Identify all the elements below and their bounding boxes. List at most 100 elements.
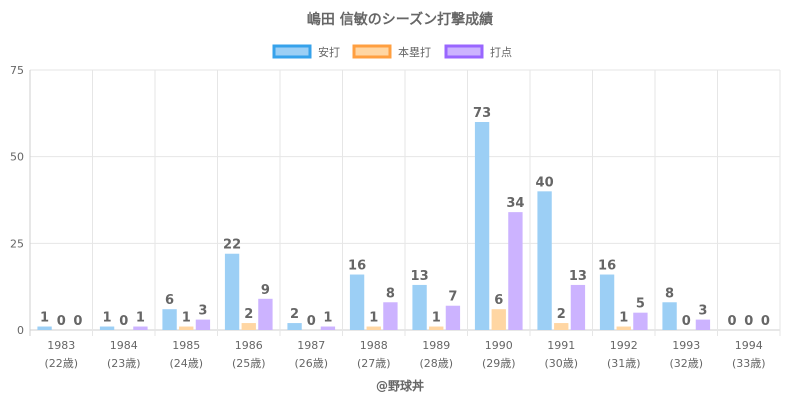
data-label-s2-c11: 0 [761,314,770,329]
legend-swatch-2[interactable] [444,44,484,59]
grid [29,69,781,336]
data-label-s2-c7: 34 [506,196,524,211]
data-label-s0-c4: 2 [290,307,299,322]
data-label-s1-c9: 1 [619,311,628,326]
data-label-s1-c1: 0 [119,314,128,329]
x-tick-sublabel-3: (25歳) [232,357,266,370]
data-label-s1-c11: 0 [744,314,753,329]
y-tick-label-3: 75 [10,64,24,77]
data-label-s2-c9: 5 [636,297,645,312]
bar-s1-c5[interactable] [366,326,381,330]
data-label-s2-c3: 9 [261,283,270,298]
x-tick-sublabel-5: (27歳) [357,357,391,370]
bar-s2-c2[interactable] [195,319,211,330]
x-tick-label-5: 1988 [360,339,388,352]
data-label-s1-c8: 2 [557,307,566,322]
y-axis: 0 25 50 75 [10,64,24,337]
bar-s0-c3[interactable] [224,253,240,330]
x-tick-label-4: 1987 [297,339,325,352]
x-tick-label-9: 1992 [610,339,638,352]
data-label-s2-c10: 3 [698,304,707,319]
bar-s2-c5[interactable] [383,302,398,330]
bar-s1-c9[interactable] [616,326,631,330]
legend: 安打 本塁打 打点 [272,44,512,59]
data-label-s1-c6: 1 [432,311,441,326]
data-label-s1-c2: 1 [182,311,191,326]
bar-s2-c1[interactable] [133,326,148,330]
x-tick-label-11: 1994 [735,339,763,352]
data-label-s2-c2: 3 [198,304,207,319]
bar-s1-c2[interactable] [179,326,194,330]
bar-s0-c0[interactable] [37,326,52,330]
bar-s0-c7[interactable] [474,122,490,330]
x-tick-sublabel-0: (22歳) [44,357,78,370]
x-tick-label-6: 1989 [422,339,450,352]
x-tick-sublabel-10: (32歳) [669,357,703,370]
x-tick-label-2: 1985 [172,339,200,352]
legend-label-2[interactable]: 打点 [490,45,512,59]
data-label-s0-c8: 40 [536,175,554,190]
data-label-s0-c2: 6 [165,293,174,308]
data-label-s2-c8: 13 [569,269,587,284]
bar-s0-c1[interactable] [99,326,115,330]
bar-s0-c10[interactable] [662,302,677,330]
data-label-s0-c3: 22 [223,238,241,253]
bar-s2-c4[interactable] [320,326,336,330]
bar-s0-c9[interactable] [599,274,615,330]
bar-s0-c5[interactable] [349,274,365,330]
x-tick-label-0: 1983 [47,339,75,352]
data-label-s2-c6: 7 [448,290,457,305]
y-tick-label-1: 25 [10,237,24,250]
bar-s1-c8[interactable] [554,323,569,330]
bar-s2-c10[interactable] [695,319,711,330]
data-label-s2-c4: 1 [323,311,332,326]
data-label-s1-c4: 0 [307,314,316,329]
bar-s0-c6[interactable] [412,284,427,330]
data-label-s0-c6: 13 [411,269,429,284]
data-label-s1-c0: 0 [57,314,66,329]
legend-label-0[interactable]: 安打 [318,45,340,59]
data-label-s0-c9: 16 [598,259,616,274]
x-tick-sublabel-7: (29歳) [482,357,516,370]
bars [37,122,711,330]
data-label-s0-c0: 1 [40,311,49,326]
data-label-s0-c5: 16 [348,259,366,274]
bar-s2-c7[interactable] [508,212,523,330]
x-tick-label-3: 1986 [235,339,263,352]
data-label-s1-c5: 1 [369,311,378,326]
y-tick-label-0: 0 [17,324,24,337]
bar-s2-c8[interactable] [570,284,586,330]
data-label-s2-c0: 0 [73,314,82,329]
bar-s0-c4[interactable] [287,323,302,330]
bar-s2-c3[interactable] [258,298,273,330]
x-axis: 1983 (22歳) 1984 (23歳) 1985 (24歳) 1986 (25歳) 1987… [44,339,765,370]
bar-s1-c6[interactable] [429,326,444,330]
data-label-s0-c10: 8 [665,286,674,301]
bar-s2-c6[interactable] [445,305,461,330]
bar-s0-c2[interactable] [162,309,177,330]
x-tick-sublabel-2: (24歳) [169,357,203,370]
x-tick-sublabel-4: (26歳) [294,357,328,370]
data-label-s1-c7: 6 [494,293,503,308]
data-label-s2-c5: 8 [386,286,395,301]
x-tick-sublabel-8: (30歳) [544,357,578,370]
x-tick-sublabel-1: (23歳) [107,357,141,370]
legend-swatch-0[interactable] [272,44,312,59]
bar-s2-c9[interactable] [633,312,648,330]
legend-swatch-1[interactable] [352,44,392,59]
x-tick-label-10: 1993 [672,339,700,352]
bar-s1-c3[interactable] [241,323,256,330]
data-label-s0-c1: 1 [103,311,112,326]
chart-footer: @野球丼 [376,378,424,393]
bar-s0-c8[interactable] [537,191,552,330]
data-label-s0-c7: 73 [473,106,491,121]
x-tick-sublabel-9: (31歳) [607,357,641,370]
x-tick-sublabel-6: (28歳) [419,357,453,370]
chart-title: 嶋田 信敏のシーズン打撃成績 [307,11,493,28]
y-tick-label-2: 50 [10,151,24,164]
legend-label-1[interactable]: 本塁打 [398,45,431,59]
bar-s1-c7[interactable] [491,309,506,330]
